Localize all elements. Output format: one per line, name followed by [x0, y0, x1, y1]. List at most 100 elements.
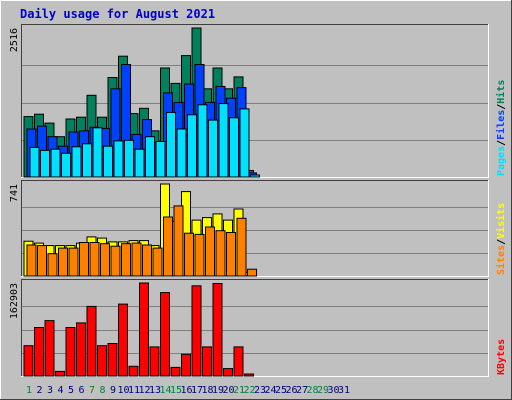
day-label: 10	[117, 385, 129, 396]
bar-kbytes-day-11	[128, 365, 139, 377]
bar-kbytes-day-21	[233, 346, 244, 377]
bar-sites-day-5	[68, 247, 79, 277]
bar-sites-day-10	[121, 243, 131, 277]
bar-kbytes-day-4	[55, 370, 65, 377]
day-label: 21	[233, 385, 245, 396]
bar-sites-day-21	[236, 217, 247, 277]
bar-kbytes-day-3	[44, 320, 55, 377]
bar-pages-day-10	[124, 139, 134, 178]
bar-sites-day-9	[110, 245, 121, 277]
bar-pages-day-22	[250, 174, 260, 178]
bar-pages-day-14	[166, 111, 176, 178]
bar-kbytes-day-9	[107, 343, 118, 377]
bar-pages-day-15	[176, 128, 187, 178]
bar-sites-day-13	[152, 247, 163, 277]
legend-visits: Sites/Visits	[495, 203, 507, 275]
day-label: 9	[110, 385, 116, 396]
day-label: 12	[138, 385, 150, 396]
chart-title: Daily usage for August 2021	[20, 7, 215, 21]
bar-pages-day-19	[218, 103, 229, 178]
bar-sites-day-15	[173, 205, 184, 277]
bar-pages-day-20	[229, 117, 239, 178]
bar-kbytes-day-18	[202, 346, 212, 377]
legend-requests: Pages/Files/Hits	[495, 80, 507, 176]
day-label: 5	[68, 385, 74, 396]
bar-sites-day-2	[37, 245, 47, 277]
bar-sites-day-19	[215, 230, 226, 277]
day-label: 17	[191, 385, 203, 396]
bar-pages-day-11	[134, 148, 145, 178]
day-label: 6	[78, 385, 84, 396]
bar-kbytes-day-16	[181, 353, 191, 377]
legend-entry: KBytes	[496, 339, 507, 375]
bar-kbytes-day-2	[34, 327, 44, 377]
bar-pages-day-5	[71, 146, 82, 178]
legend-entry: Visits	[495, 203, 507, 239]
bar-pages-day-1	[29, 146, 40, 178]
bar-pages-day-13	[155, 141, 166, 178]
bar-kbytes-day-15	[170, 366, 181, 377]
bar-sites-day-20	[226, 232, 236, 277]
day-label: 30	[327, 385, 339, 396]
legend-entry: Hits	[495, 80, 507, 104]
bar-sites-day-6	[79, 242, 89, 277]
day-label: 29	[317, 385, 329, 396]
bar-sites-day-12	[142, 244, 152, 277]
day-label: 20	[222, 385, 234, 396]
bar-pages-day-12	[145, 136, 155, 178]
day-label: 1	[26, 385, 32, 396]
bar-kbytes-day-22	[244, 373, 254, 377]
bar-sites-day-1	[26, 244, 37, 277]
bar-pages-day-2	[40, 149, 50, 178]
bar-sites-day-8	[100, 243, 110, 277]
bar-pages-day-4	[61, 152, 71, 178]
day-label: 7	[89, 385, 95, 396]
bar-kbytes-day-8	[97, 345, 107, 377]
max-label-kbytes: 162903	[9, 283, 20, 319]
bar-sites-day-18	[205, 226, 215, 277]
day-label: 11	[128, 385, 140, 396]
gridlines	[22, 65, 488, 354]
day-label: 22	[243, 385, 255, 396]
bar-sites-day-22	[247, 268, 257, 277]
bar-kbytes-day-14	[160, 292, 170, 377]
bar-pages-day-18	[208, 119, 218, 178]
bar-sites-day-16	[184, 232, 194, 277]
day-labels: 1 2 3 4 5 6 7 8 9 1011121314151617181920212223242…	[26, 385, 350, 396]
bar-kbytes-day-20	[223, 368, 233, 377]
day-label: 3	[47, 385, 53, 396]
legend-entry: Sites	[495, 245, 507, 275]
bar-kbytes-day-12	[139, 282, 149, 377]
day-label: 18	[201, 385, 213, 396]
bar-pages-day-6	[82, 143, 92, 178]
day-label: 14	[159, 385, 171, 396]
legend-entry: /	[496, 104, 507, 110]
day-label: 27	[296, 385, 308, 396]
day-label: 26	[285, 385, 297, 396]
day-label: 24	[264, 385, 276, 396]
bar-pages-day-17	[197, 104, 208, 178]
bar-pages-day-16	[187, 114, 197, 178]
day-label: 15	[170, 385, 182, 396]
bars	[23, 27, 260, 377]
bar-pages-day-7	[92, 127, 103, 178]
bar-kbytes-day-7	[86, 305, 97, 377]
day-label: 2	[36, 385, 42, 396]
day-label: 13	[149, 385, 161, 396]
bar-pages-day-9	[113, 140, 124, 178]
day-label: 19	[212, 385, 224, 396]
bar-sites-day-11	[131, 242, 142, 277]
bar-kbytes-day-17	[191, 285, 202, 377]
day-label: 4	[57, 385, 63, 396]
day-label: 16	[180, 385, 192, 396]
bar-sites-day-14	[163, 216, 173, 277]
bar-kbytes-day-10	[118, 303, 128, 377]
bar-sites-day-3	[47, 253, 58, 277]
day-label: 25	[275, 385, 287, 396]
bar-sites-day-17	[194, 233, 205, 277]
bar-pages-day-21	[239, 108, 250, 178]
bar-kbytes-day-5	[65, 327, 76, 377]
legend-entry: /	[496, 239, 507, 245]
bar-kbytes-day-1	[23, 345, 34, 377]
